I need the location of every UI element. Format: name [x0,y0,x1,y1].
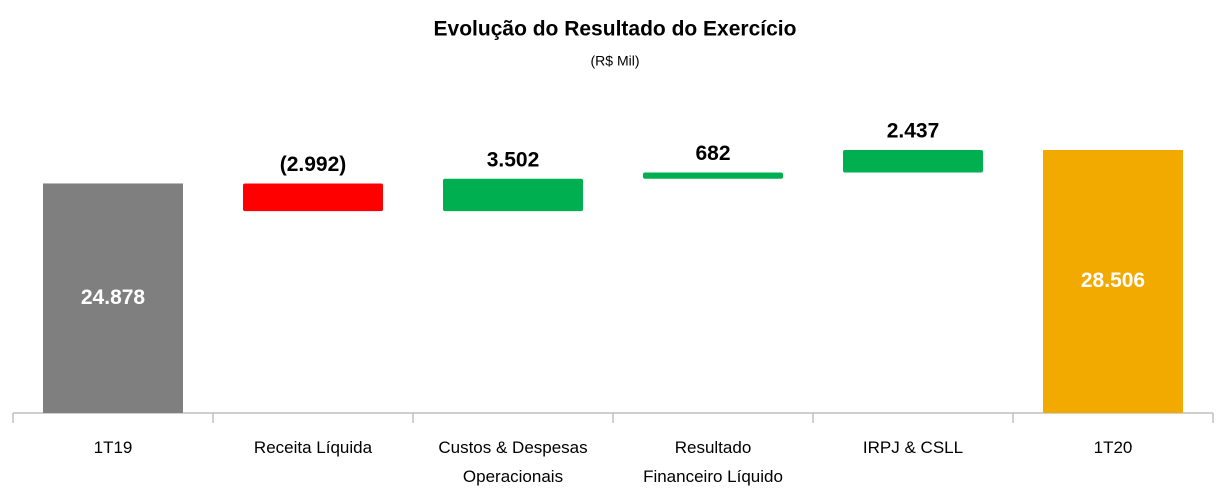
value-label: 682 [695,142,730,165]
value-label: 28.506 [1081,269,1145,292]
value-label: 24.878 [81,286,146,309]
x-tick-label: Custos & Despesas Operacionais [438,438,588,486]
bar [43,183,183,413]
value-label: 2.437 [887,120,940,143]
bar [243,183,383,212]
chart-title: Evolução do Resultado do Exercício [434,18,797,41]
x-tick-label: Receita Líquida [253,438,373,457]
value-label: 3.502 [487,148,540,171]
bar [643,172,783,179]
bar [443,178,583,212]
x-tick-label: Resultado Financeiro Líquido [643,438,783,486]
x-tick-label: 1T19 [93,438,133,457]
bar [843,150,983,173]
x-tick-label: 1T20 [1093,438,1133,457]
value-label: (2.992) [280,153,347,176]
x-tick-label: IRPJ & CSLL [862,438,964,457]
chart-subtitle: (R$ Mil) [591,53,640,69]
bar [1043,150,1183,414]
